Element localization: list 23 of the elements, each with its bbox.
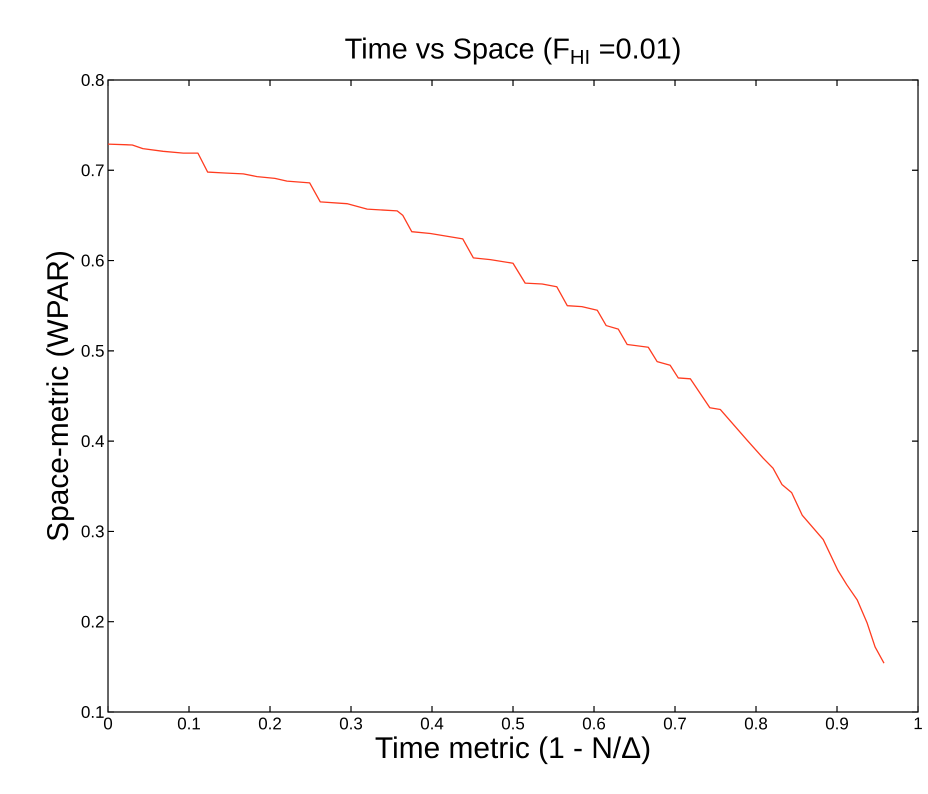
y-tick-label: 0.3 <box>82 525 104 538</box>
x-tick-label: 0 <box>104 718 112 730</box>
line-series <box>108 143 885 664</box>
y-tick-label: 0.7 <box>82 164 104 176</box>
y-tick-label: 0.1 <box>82 706 104 718</box>
x-tick-label: 0.5 <box>502 718 524 730</box>
chart-title: Time vs Space (F$_{HI}$ =0.01) <box>345 38 680 64</box>
y-axis-title: Space-metric (WPAR) <box>46 252 74 540</box>
x-tick-label: 0.2 <box>258 718 281 730</box>
y-tick-label: 0.6 <box>82 254 104 267</box>
y-tick-label: 0.2 <box>82 616 104 628</box>
x-tick-label: 1 <box>914 718 922 730</box>
x-tick-label: 0.8 <box>744 718 768 730</box>
x-tick-label: 0.3 <box>340 718 362 730</box>
x-tick-label: 0.6 <box>582 718 606 730</box>
y-tick-label: 0.4 <box>82 435 104 448</box>
x-tick-label: 0.7 <box>664 718 686 730</box>
x-axis-title: Time metric (1 - N/Δ) <box>376 736 650 764</box>
y-tick-label: 0.5 <box>82 344 104 357</box>
x-tick-label: 0.4 <box>420 718 444 730</box>
x-tick-label: 0.9 <box>826 718 848 730</box>
x-tick-label: 0.1 <box>178 718 200 730</box>
y-tick-label: 0.8 <box>82 74 104 86</box>
